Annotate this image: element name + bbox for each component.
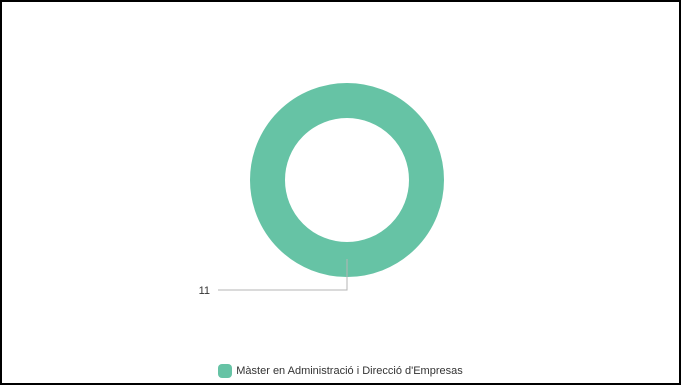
leader-lines [218,259,348,291]
data-label: 11 [199,285,210,297]
leader-line [218,259,348,291]
legend: Màster en Administració i Direcció d'Emp… [2,364,679,378]
donut-slices [250,83,444,277]
legend-swatch[interactable] [218,364,233,378]
data-labels: 11 [199,285,210,297]
legend-label[interactable]: Màster en Administració i Direcció d'Emp… [236,365,463,377]
donut-slice[interactable] [250,83,444,277]
